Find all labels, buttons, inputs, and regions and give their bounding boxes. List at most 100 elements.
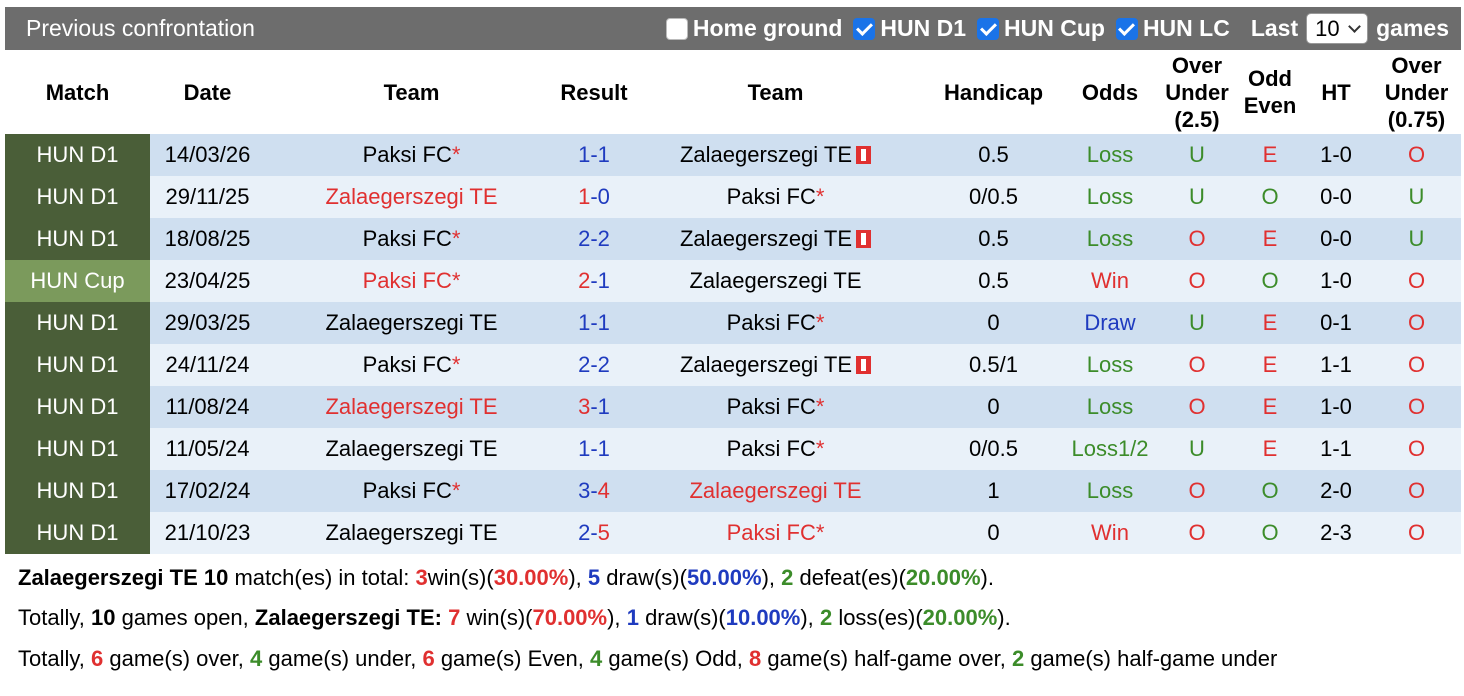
league-cell[interactable]: HUN D1: [5, 176, 150, 218]
score-home[interactable]: 1: [578, 142, 591, 167]
away-team-cell[interactable]: Paksi FC*: [630, 302, 921, 344]
score-home[interactable]: 2: [578, 226, 591, 251]
score-away[interactable]: 2: [597, 352, 610, 377]
away-team-name[interactable]: Paksi FC: [726, 394, 816, 419]
league-cell[interactable]: HUN D1: [5, 302, 150, 344]
score-home[interactable]: 2: [578, 268, 591, 293]
result-cell[interactable]: 2-2: [558, 344, 630, 386]
home-team-cell[interactable]: Zalaegerszegi TE: [265, 512, 558, 554]
table-row[interactable]: HUN Cup 23/04/25 Paksi FC* 2-1 Zalaegerszegi…: [5, 260, 1461, 302]
home-team-name[interactable]: Paksi FC: [362, 268, 452, 293]
league-cell[interactable]: HUN D1: [5, 470, 150, 512]
hun-lc-checkbox[interactable]: [1115, 17, 1138, 40]
home-team-cell[interactable]: Paksi FC*: [265, 134, 558, 176]
table-row[interactable]: HUN D1 11/05/24 Zalaegerszegi TE 1-1 Paksi F…: [5, 428, 1461, 470]
score-home[interactable]: 1: [578, 310, 591, 335]
away-team-cell[interactable]: Zalaegerszegi TE: [630, 470, 921, 512]
result-cell[interactable]: 2-5: [558, 512, 630, 554]
score-home[interactable]: 3: [578, 478, 591, 503]
home-team-name[interactable]: Paksi FC: [362, 142, 452, 167]
table-row[interactable]: HUN D1 11/08/24 Zalaegerszegi TE 3-1 Paksi F…: [5, 386, 1461, 428]
away-team-name[interactable]: Zalaegerszegi TE: [679, 352, 852, 377]
hun-cup-checkbox[interactable]: [977, 17, 999, 40]
score-home[interactable]: 2: [578, 520, 591, 545]
score-home[interactable]: 1: [578, 436, 591, 461]
away-team-name[interactable]: Zalaegerszegi TE: [679, 226, 852, 251]
away-team-name[interactable]: Paksi FC: [726, 520, 816, 545]
away-team-cell[interactable]: Paksi FC*: [630, 512, 921, 554]
away-team-name[interactable]: Zalaegerszegi TE: [689, 268, 862, 293]
hun-d1-label[interactable]: HUN D1: [880, 15, 966, 41]
home-team-cell[interactable]: Zalaegerszegi TE: [265, 386, 558, 428]
table-row[interactable]: HUN D1 29/11/25 Zalaegerszegi TE 1-0 Paksi F…: [5, 176, 1461, 218]
score-away[interactable]: 1: [597, 142, 610, 167]
score-away[interactable]: 2: [597, 226, 610, 251]
home-team-cell[interactable]: Paksi FC*: [265, 344, 558, 386]
home-team-cell[interactable]: Zalaegerszegi TE: [265, 428, 558, 470]
home-team-name[interactable]: Zalaegerszegi TE: [325, 310, 498, 335]
away-team-name[interactable]: Zalaegerszegi TE: [679, 142, 852, 167]
home-team-name[interactable]: Paksi FC: [362, 352, 452, 377]
score-home[interactable]: 3: [578, 394, 591, 419]
result-cell[interactable]: 1-1: [558, 302, 630, 344]
home-team-name[interactable]: Zalaegerszegi TE: [325, 394, 498, 419]
result-cell[interactable]: 1-1: [558, 134, 630, 176]
table-row[interactable]: HUN D1 21/10/23 Zalaegerszegi TE 2-5 Paksi F…: [5, 512, 1461, 554]
table-row[interactable]: HUN D1 18/08/25 Paksi FC* 2-2 Zalaegerszegi …: [5, 218, 1461, 260]
home-ground-label[interactable]: Home ground: [692, 15, 843, 41]
away-team-cell[interactable]: Zalaegerszegi TE: [630, 134, 921, 176]
away-team-name[interactable]: Paksi FC: [726, 436, 816, 461]
table-row[interactable]: HUN D1 29/03/25 Zalaegerszegi TE 1-1 Paksi F…: [5, 302, 1461, 344]
home-team-cell[interactable]: Paksi FC*: [265, 260, 558, 302]
home-team-cell[interactable]: Zalaegerszegi TE: [265, 302, 558, 344]
away-team-cell[interactable]: Zalaegerszegi TE: [630, 260, 921, 302]
home-team-cell[interactable]: Paksi FC*: [265, 218, 558, 260]
result-cell[interactable]: 3-1: [558, 386, 630, 428]
score-home[interactable]: 1: [578, 184, 591, 209]
hun-cup-label[interactable]: HUN Cup: [1004, 15, 1105, 41]
home-team-name[interactable]: Zalaegerszegi TE: [325, 520, 498, 545]
home-team-name[interactable]: Paksi FC: [362, 478, 452, 503]
home-team-name[interactable]: Zalaegerszegi TE: [325, 184, 498, 209]
result-cell[interactable]: 2-1: [558, 260, 630, 302]
league-cell[interactable]: HUN D1: [5, 428, 150, 470]
result-cell[interactable]: 3-4: [558, 470, 630, 512]
away-team-name[interactable]: Paksi FC: [726, 310, 816, 335]
league-cell[interactable]: HUN Cup: [5, 260, 150, 302]
result-cell[interactable]: 1-1: [558, 428, 630, 470]
hun-d1-checkbox[interactable]: [853, 17, 876, 40]
home-ground-checkbox[interactable]: [665, 17, 688, 40]
away-team-name[interactable]: Zalaegerszegi TE: [689, 478, 862, 503]
league-cell[interactable]: HUN D1: [5, 218, 150, 260]
league-cell[interactable]: HUN D1: [5, 134, 150, 176]
away-team-cell[interactable]: Zalaegerszegi TE: [630, 344, 921, 386]
league-cell[interactable]: HUN D1: [5, 386, 150, 428]
score-away[interactable]: 5: [597, 520, 610, 545]
score-away[interactable]: 4: [597, 478, 610, 503]
away-team-name[interactable]: Paksi FC: [726, 184, 816, 209]
table-row[interactable]: HUN D1 14/03/26 Paksi FC* 1-1 Zalaegerszegi …: [5, 134, 1461, 176]
away-team-cell[interactable]: Zalaegerszegi TE: [630, 218, 921, 260]
score-away[interactable]: 1: [597, 310, 610, 335]
away-team-cell[interactable]: Paksi FC*: [630, 176, 921, 218]
result-cell[interactable]: 2-2: [558, 218, 630, 260]
home-team-name[interactable]: Paksi FC: [362, 226, 452, 251]
score-home[interactable]: 2: [578, 352, 591, 377]
home-team-name[interactable]: Zalaegerszegi TE: [325, 436, 498, 461]
hun-lc-label[interactable]: HUN LC: [1142, 15, 1230, 41]
home-team-cell[interactable]: Paksi FC*: [265, 470, 558, 512]
summary-win-pct: 30.00%: [493, 565, 569, 590]
last-games-select[interactable]: 10: [1306, 13, 1369, 44]
score-away[interactable]: 0: [597, 184, 610, 209]
away-team-cell[interactable]: Paksi FC*: [630, 386, 921, 428]
home-team-cell[interactable]: Zalaegerszegi TE: [265, 176, 558, 218]
league-cell[interactable]: HUN D1: [5, 512, 150, 554]
score-away[interactable]: 1: [597, 394, 610, 419]
result-cell[interactable]: 1-0: [558, 176, 630, 218]
score-away[interactable]: 1: [597, 436, 610, 461]
away-team-cell[interactable]: Paksi FC*: [630, 428, 921, 470]
table-row[interactable]: HUN D1 24/11/24 Paksi FC* 2-2 Zalaegerszegi …: [5, 344, 1461, 386]
table-row[interactable]: HUN D1 17/02/24 Paksi FC* 3-4 Zalaegerszegi …: [5, 470, 1461, 512]
score-away[interactable]: 1: [597, 268, 610, 293]
league-cell[interactable]: HUN D1: [5, 344, 150, 386]
